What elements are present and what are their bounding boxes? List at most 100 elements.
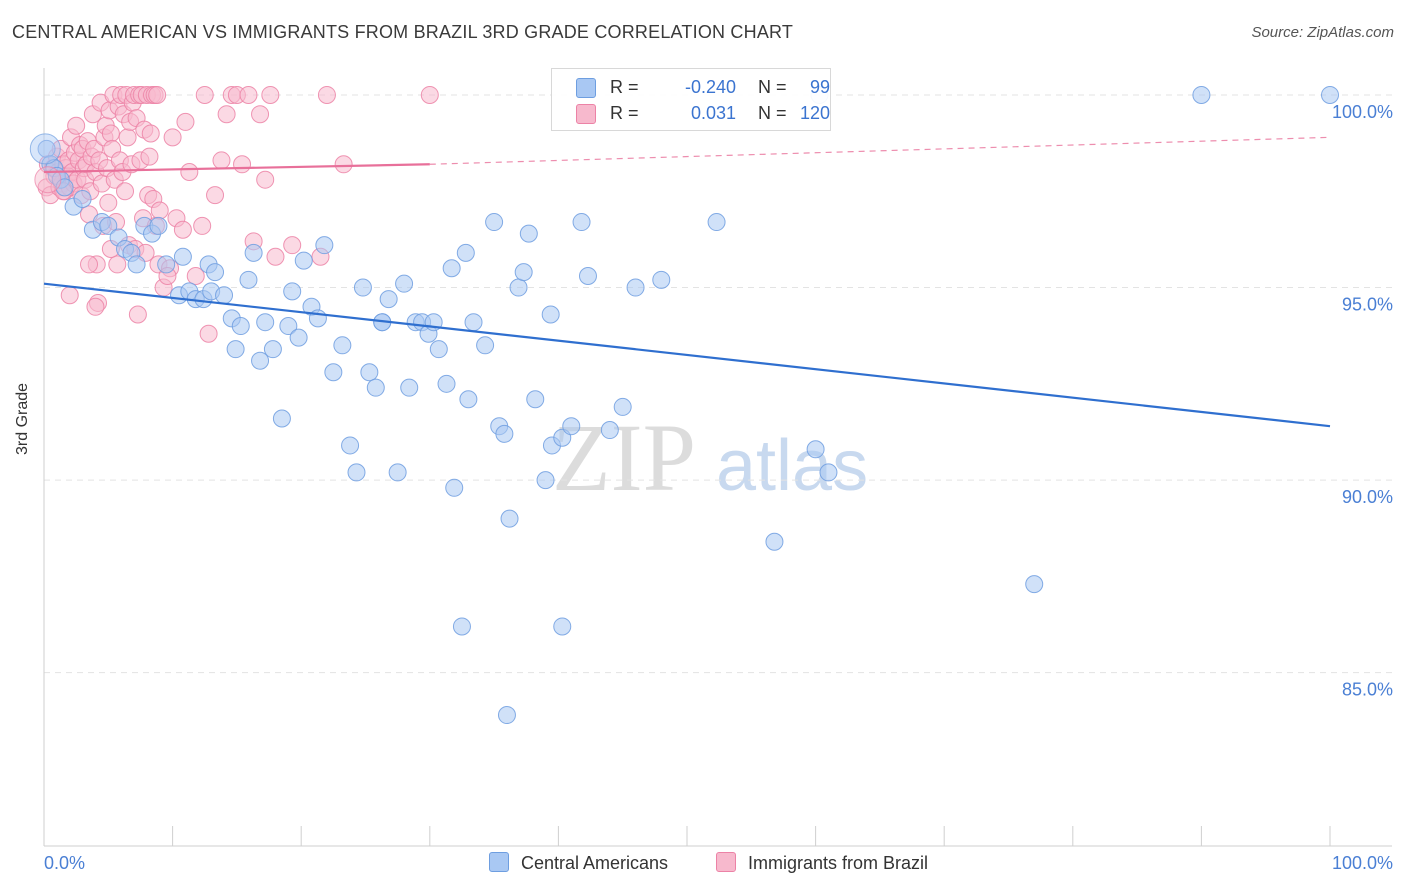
data-point (819, 463, 838, 482)
data-point (456, 243, 475, 262)
data-point (195, 85, 214, 104)
data-point (1192, 85, 1211, 104)
data-point (193, 216, 212, 235)
data-point (353, 278, 372, 297)
data-point (127, 255, 146, 274)
data-point (101, 124, 120, 143)
legend-label: Central Americans (521, 853, 669, 873)
data-point (73, 189, 92, 208)
data-point (379, 290, 398, 309)
x-tick-label: 100.0% (1332, 853, 1393, 873)
data-point (652, 270, 671, 289)
data-point (366, 378, 385, 397)
x-tick-label: 0.0% (44, 853, 85, 873)
data-point (206, 263, 225, 282)
data-point (215, 286, 234, 305)
data-point (163, 128, 182, 147)
data-point (176, 112, 195, 131)
data-point (476, 336, 495, 355)
data-point (60, 286, 79, 305)
data-point (150, 201, 169, 220)
data-point (233, 155, 252, 174)
data-point (445, 478, 464, 497)
data-point (333, 336, 352, 355)
data-point (294, 251, 313, 270)
data-point (572, 213, 591, 232)
data-point (140, 147, 159, 166)
data-point (347, 463, 366, 482)
grid (44, 94, 1392, 674)
data-point (420, 85, 439, 104)
data-point (283, 236, 302, 255)
data-point (99, 193, 118, 212)
data-point (266, 247, 285, 266)
data-point (541, 305, 560, 324)
data-point (148, 85, 167, 104)
data-point (173, 220, 192, 239)
legend-n-value: 120 (799, 103, 830, 123)
y-tick-label: 90.0% (1342, 487, 1393, 507)
data-point (251, 351, 270, 370)
legend-r-value: 0.031 (690, 103, 736, 123)
data-point (263, 340, 282, 359)
data-point (157, 255, 176, 274)
data-point (806, 440, 825, 459)
data-point (388, 463, 407, 482)
trend-lines (43, 136, 1331, 428)
legend-item-immigrants-brazil: Immigrants from Brazil (716, 852, 928, 874)
data-point (206, 186, 225, 205)
tick-labels: 85.0% 90.0% 95.0% 100.0% 0.0% 100.0% (44, 102, 1393, 873)
data-point (67, 116, 86, 135)
data-point (553, 617, 572, 636)
legend-r-label: R = (610, 77, 639, 97)
legend-n-label: N = (758, 77, 787, 97)
data-point (244, 243, 263, 262)
data-point (116, 182, 135, 201)
legend-swatch-blue (489, 852, 509, 872)
data-point (464, 313, 483, 332)
legend-n-value: 99 (809, 77, 830, 97)
watermark-atlas: atlas (716, 426, 868, 506)
data-point (452, 617, 471, 636)
watermark: ZIP atlas (552, 404, 868, 511)
legend-swatch-pink (716, 852, 736, 872)
data-point (231, 317, 250, 336)
data-point (315, 236, 334, 255)
data-point (226, 340, 245, 359)
legend-label: Immigrants from Brazil (748, 853, 929, 873)
legend-r-value: -0.240 (684, 77, 736, 97)
data-point (495, 424, 514, 443)
data-point (360, 363, 379, 382)
data-point (526, 390, 545, 409)
data-point (519, 224, 538, 243)
data-point (395, 274, 414, 293)
data-point (459, 390, 478, 409)
data-point (578, 266, 597, 285)
legend-swatch-pink (576, 104, 596, 124)
data-point (251, 105, 270, 124)
data-point (256, 313, 275, 332)
source-note: Source: ZipAtlas.com (1251, 24, 1394, 41)
data-point (173, 247, 192, 266)
data-point (141, 124, 160, 143)
data-point (485, 213, 504, 232)
data-point (29, 133, 61, 165)
data-point (279, 317, 298, 336)
data-point (217, 105, 236, 124)
y-tick-label: 100.0% (1332, 102, 1393, 122)
data-point (80, 255, 99, 274)
axes (43, 68, 1392, 847)
data-point (1025, 575, 1044, 594)
data-point (626, 278, 645, 297)
stats-legend: R = -0.240 N = 99 R = 0.031 N = 120 (551, 68, 831, 131)
data-point (514, 263, 533, 282)
data-point (500, 509, 519, 528)
legend-item-central-americans: Central Americans (489, 852, 668, 874)
data-point (536, 471, 555, 490)
data-point (289, 328, 308, 347)
data-point (199, 324, 218, 343)
trend-line-immigrants-brazil-extension (429, 136, 1331, 165)
chart-title: CENTRAL AMERICAN VS IMMIGRANTS FROM BRAZ… (12, 22, 794, 42)
data-point (118, 128, 137, 147)
